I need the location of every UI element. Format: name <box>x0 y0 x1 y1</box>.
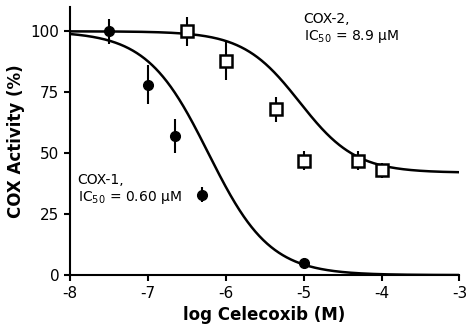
X-axis label: log Celecoxib (M): log Celecoxib (M) <box>183 306 346 324</box>
Text: COX-1,
IC$_{50}$ = 0.60 μM: COX-1, IC$_{50}$ = 0.60 μM <box>78 173 182 206</box>
Text: COX-2,
IC$_{50}$ = 8.9 μM: COX-2, IC$_{50}$ = 8.9 μM <box>303 12 399 45</box>
Y-axis label: COX Activity (%): COX Activity (%) <box>7 64 25 218</box>
